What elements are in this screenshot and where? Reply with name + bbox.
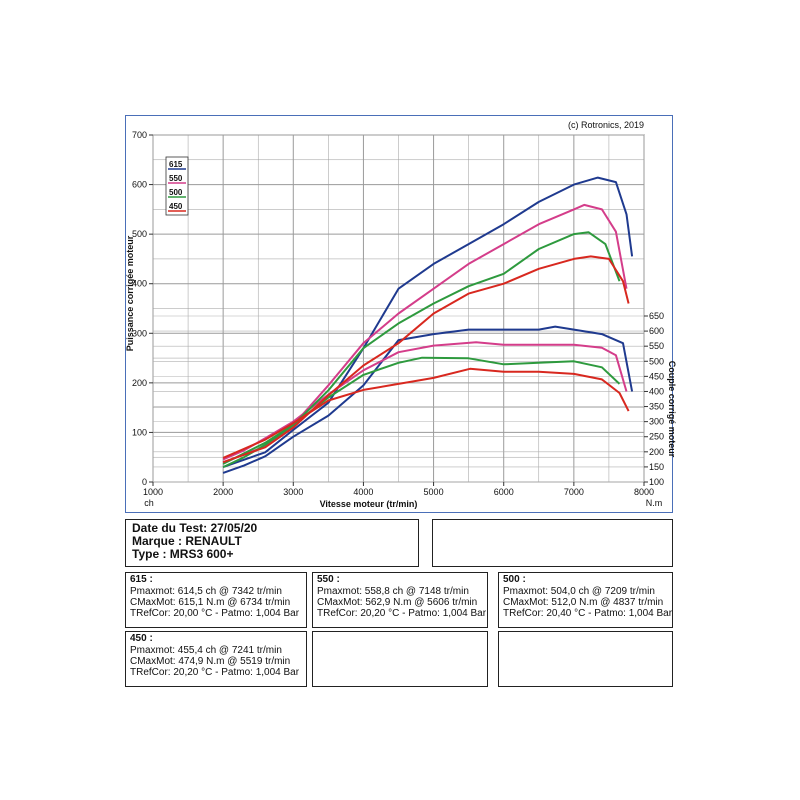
y-axis-label-left: Puissance corrigée moteur — [125, 235, 135, 351]
result-tref: TRefCor: 20,40 °C - Patmo: 1,004 Bar — [503, 608, 673, 619]
unit-left: ch — [144, 498, 154, 508]
legend-label-500: 500 — [169, 188, 183, 197]
y-tick-label-left: 700 — [132, 130, 147, 140]
y-tick-label-left: 0 — [142, 477, 147, 487]
y-tick-label-left: 100 — [132, 427, 147, 437]
y-tick-label-right: 400 — [649, 386, 664, 396]
result-pmax: Pmaxmot: 455,4 ch @ 7241 tr/min — [130, 645, 282, 656]
y-tick-label-right: 600 — [649, 326, 664, 336]
y-tick-label-left: 400 — [132, 279, 147, 289]
y-tick-label-right: 200 — [649, 447, 664, 457]
y-tick-label-right: 650 — [649, 311, 664, 321]
result-title: 500 : — [503, 574, 526, 585]
torque-line-500 — [222, 356, 621, 465]
power-line-450 — [222, 255, 630, 464]
x-tick-label: 1000 — [143, 487, 163, 497]
test-type: Type : MRS3 600+ — [132, 547, 234, 561]
result-pmax: Pmaxmot: 504,0 ch @ 7209 tr/min — [503, 586, 655, 597]
empty-result-box-3 — [498, 631, 673, 687]
result-cmax: CMaxMot: 512,0 N.m @ 4837 tr/min — [503, 597, 664, 608]
chart-frame — [125, 115, 673, 513]
legend-label-450: 450 — [169, 202, 183, 211]
y-tick-label-right: 350 — [649, 402, 664, 412]
result-box-615: 615 : Pmaxmot: 614,5 ch @ 7342 tr/min CM… — [125, 572, 307, 628]
power-line-615 — [222, 176, 634, 469]
y-tick-label-right: 500 — [649, 356, 664, 366]
x-tick-label: 5000 — [424, 487, 444, 497]
y-tick-label-left: 200 — [132, 378, 147, 388]
y-tick-label-right: 100 — [649, 477, 664, 487]
torque-line-550 — [222, 341, 628, 461]
test-marque: Marque : RENAULT — [132, 534, 242, 548]
copyright-text: (c) Rotronics, 2019 — [568, 120, 644, 130]
result-title: 450 : — [130, 633, 153, 644]
result-title: 550 : — [317, 574, 340, 585]
result-cmax: CMaxMot: 474,9 N.m @ 5519 tr/min — [130, 656, 291, 667]
result-title: 615 : — [130, 574, 153, 585]
result-pmax: Pmaxmot: 614,5 ch @ 7342 tr/min — [130, 586, 282, 597]
empty-box-top-right — [432, 519, 673, 567]
x-tick-label: 2000 — [213, 487, 233, 497]
result-box-450: 450 : Pmaxmot: 455,4 ch @ 7241 tr/min CM… — [125, 631, 307, 687]
y-axis-label-right: Couple corrigé moteur — [667, 361, 677, 458]
result-tref: TRefCor: 20,20 °C - Patmo: 1,004 Bar — [317, 608, 487, 619]
result-tref: TRefCor: 20,00 °C - Patmo: 1,004 Bar — [130, 608, 300, 619]
y-tick-label-left: 300 — [132, 328, 147, 338]
x-tick-label: 7000 — [564, 487, 584, 497]
x-tick-label: 6000 — [494, 487, 514, 497]
x-tick-label: 3000 — [283, 487, 303, 497]
legend-label-615: 615 — [169, 160, 183, 169]
x-tick-label: 4000 — [353, 487, 373, 497]
result-box-550: 550 : Pmaxmot: 558,8 ch @ 7148 tr/min CM… — [312, 572, 488, 628]
legend-label-550: 550 — [169, 174, 183, 183]
x-axis-label: Vitesse moteur (tr/min) — [320, 499, 418, 509]
test-info-box: Date du Test: 27/05/20 Marque : RENAULT … — [125, 519, 419, 567]
test-date: Date du Test: 27/05/20 — [132, 521, 258, 535]
y-tick-label-left: 600 — [132, 180, 147, 190]
legend-box — [165, 156, 189, 216]
dyno-chart: 0 100 200 300 400 500 600 700 100 150 200 250 300 350… — [125, 120, 677, 509]
torque-line-450 — [222, 367, 630, 459]
x-tick-label: 8000 — [634, 487, 654, 497]
result-cmax: CMaxMot: 615,1 N.m @ 6734 tr/min — [130, 597, 291, 608]
result-tref: TRefCor: 20,20 °C - Patmo: 1,004 Bar — [130, 667, 300, 678]
y-tick-label-right: 150 — [649, 462, 664, 472]
y-tick-label-right: 450 — [649, 371, 664, 381]
empty-result-box-2 — [312, 631, 488, 687]
result-cmax: CMaxMot: 562,9 N.m @ 5606 tr/min — [317, 597, 478, 608]
torque-line-615 — [222, 325, 634, 474]
y-tick-label-right: 550 — [649, 341, 664, 351]
result-pmax: Pmaxmot: 558,8 ch @ 7148 tr/min — [317, 586, 469, 597]
unit-right: N.m — [646, 498, 663, 508]
result-box-500: 500 : Pmaxmot: 504,0 ch @ 7209 tr/min CM… — [498, 572, 673, 628]
power-line-500 — [222, 231, 621, 469]
y-tick-label-right: 250 — [649, 432, 664, 442]
y-tick-label-right: 300 — [649, 417, 664, 427]
y-tick-label-left: 500 — [132, 229, 147, 239]
